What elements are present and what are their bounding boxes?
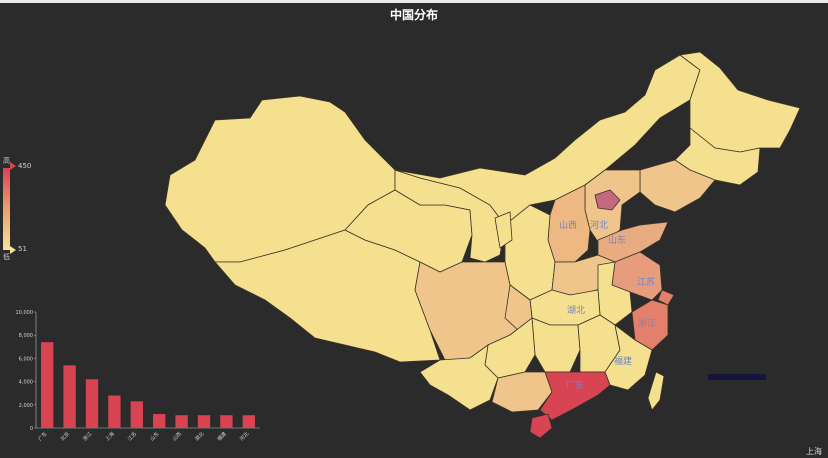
region-shaanxi[interactable] (504, 204, 556, 301)
bar-5[interactable] (153, 414, 166, 428)
y-tick-label: 8,000 (19, 333, 33, 339)
y-tick-label: 0 (30, 426, 33, 432)
x-tick-label: 河北 (238, 430, 250, 442)
visual-map-legend-bar[interactable] (3, 168, 10, 250)
bar-3[interactable] (108, 395, 121, 428)
label-shanxi: 山西 (559, 220, 577, 231)
x-tick-label: 北京 (59, 430, 71, 442)
region-heilongjiang[interactable] (678, 51, 801, 153)
province-labels: 山西 河北 山东 江苏 浙江 湖北 福建 广东 (559, 219, 656, 391)
x-tick-label: 山东 (149, 430, 161, 442)
legend-high-handle[interactable] (10, 162, 16, 170)
region-ningxia[interactable] (494, 211, 513, 249)
bar-9[interactable] (242, 415, 255, 428)
legend-high-label: 高 (3, 157, 10, 165)
bar-1[interactable] (63, 365, 76, 428)
region-yunnan[interactable] (419, 344, 499, 411)
map-title: 中国分布 (389, 8, 438, 22)
x-tick-label: 江苏 (126, 430, 138, 442)
bar-6[interactable] (175, 415, 188, 428)
region-hunan[interactable] (531, 317, 581, 373)
x-tick-label: 湖北 (193, 430, 205, 442)
legend-min-value: 51 (18, 245, 27, 253)
region-jilin[interactable] (674, 127, 761, 186)
x-tick-label: 浙江 (81, 430, 93, 442)
region-liaoning[interactable] (639, 159, 716, 213)
label-zhejiang: 浙江 (638, 317, 656, 329)
bar-0[interactable] (41, 342, 54, 428)
x-tick-label: 上海 (104, 430, 116, 442)
inset-box-header (708, 374, 766, 380)
x-tick-label: 广东 (37, 430, 49, 442)
x-tick-label: 山西 (171, 430, 183, 442)
label-fujian: 福建 (614, 355, 632, 367)
bar-2[interactable] (85, 379, 99, 428)
inset-box (708, 374, 766, 436)
window-top-strip (0, 0, 828, 3)
legend-low-label: 低 (3, 253, 10, 261)
bar-7[interactable] (197, 415, 211, 428)
y-tick-label: 2,000 (19, 403, 33, 409)
region-hainan[interactable] (529, 413, 553, 439)
region-taiwan[interactable] (647, 371, 665, 411)
region-tibet[interactable] (214, 229, 441, 363)
bar-8[interactable] (220, 415, 233, 428)
label-hebei: 河北 (590, 219, 608, 231)
region-beijing[interactable] (594, 189, 621, 211)
label-guangdong: 广东 (566, 379, 584, 391)
label-jiangsu: 江苏 (637, 276, 655, 288)
map-regions (164, 51, 801, 439)
label-hubei: 湖北 (567, 305, 585, 316)
label-shandong: 山东 (608, 234, 626, 246)
region-fujian[interactable] (604, 324, 653, 391)
x-tick-label: 福建 (216, 430, 228, 442)
bar-chart: 0 2,000 4,000 6,000 8,000 10,000 广东 北京 浙江 上海 江苏 山东山… (16, 310, 260, 442)
corner-label: 上海 (806, 447, 822, 456)
bar-4[interactable] (130, 401, 143, 428)
legend-max-value: 450 (18, 162, 32, 170)
region-guangxi[interactable] (491, 371, 553, 413)
y-tick-label: 10,000 (16, 310, 34, 316)
y-tick-label: 4,000 (19, 380, 33, 386)
y-tick-label: 6,000 (19, 356, 33, 362)
region-guangdong[interactable] (539, 371, 611, 421)
legend-low-handle[interactable] (10, 246, 16, 254)
